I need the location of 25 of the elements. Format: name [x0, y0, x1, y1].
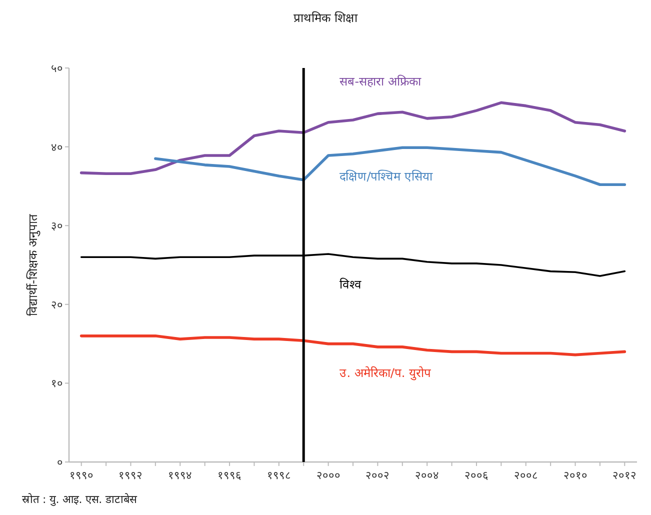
x-tick-label: १९९०: [69, 469, 94, 482]
x-tick-label: २००८: [514, 469, 538, 482]
x-tick-label: १९९२: [118, 469, 143, 482]
x-tick-label: २००२: [366, 469, 390, 482]
x-tick-label: २०१२: [612, 469, 637, 482]
chart-title: प्राथमिक शिक्षा: [294, 11, 358, 25]
x-tick-label: १९९४: [168, 469, 192, 482]
y-tick-label: १०: [51, 377, 63, 390]
text: स्रोत : यु. आइ. एस. डाटाबेस: [22, 493, 138, 506]
x-tick-label: २०००: [316, 469, 340, 482]
series-label: उ. अमेरिका/प. युरोप: [340, 366, 432, 381]
x-tick-label: २००६: [464, 469, 488, 482]
x-tick-label: १९९६: [218, 469, 242, 482]
y-tick-label: ४०: [51, 140, 63, 154]
x-tick-label: १९९८: [266, 469, 291, 482]
y-tick-label: ३०: [51, 220, 63, 233]
y-tick-label: २०: [51, 298, 63, 312]
series-label: विश्व: [340, 278, 362, 292]
y-axis-title: विद्यार्थी-शिक्षक अनुपात: [26, 212, 41, 316]
y-tick-label: ५०: [51, 62, 63, 75]
line-series: [80, 334, 626, 356]
y-tick-label: ०: [57, 456, 63, 469]
line-series: [154, 146, 626, 186]
x-tick-label: २००४: [415, 469, 440, 482]
x-tick-label: २०१०: [563, 469, 588, 482]
